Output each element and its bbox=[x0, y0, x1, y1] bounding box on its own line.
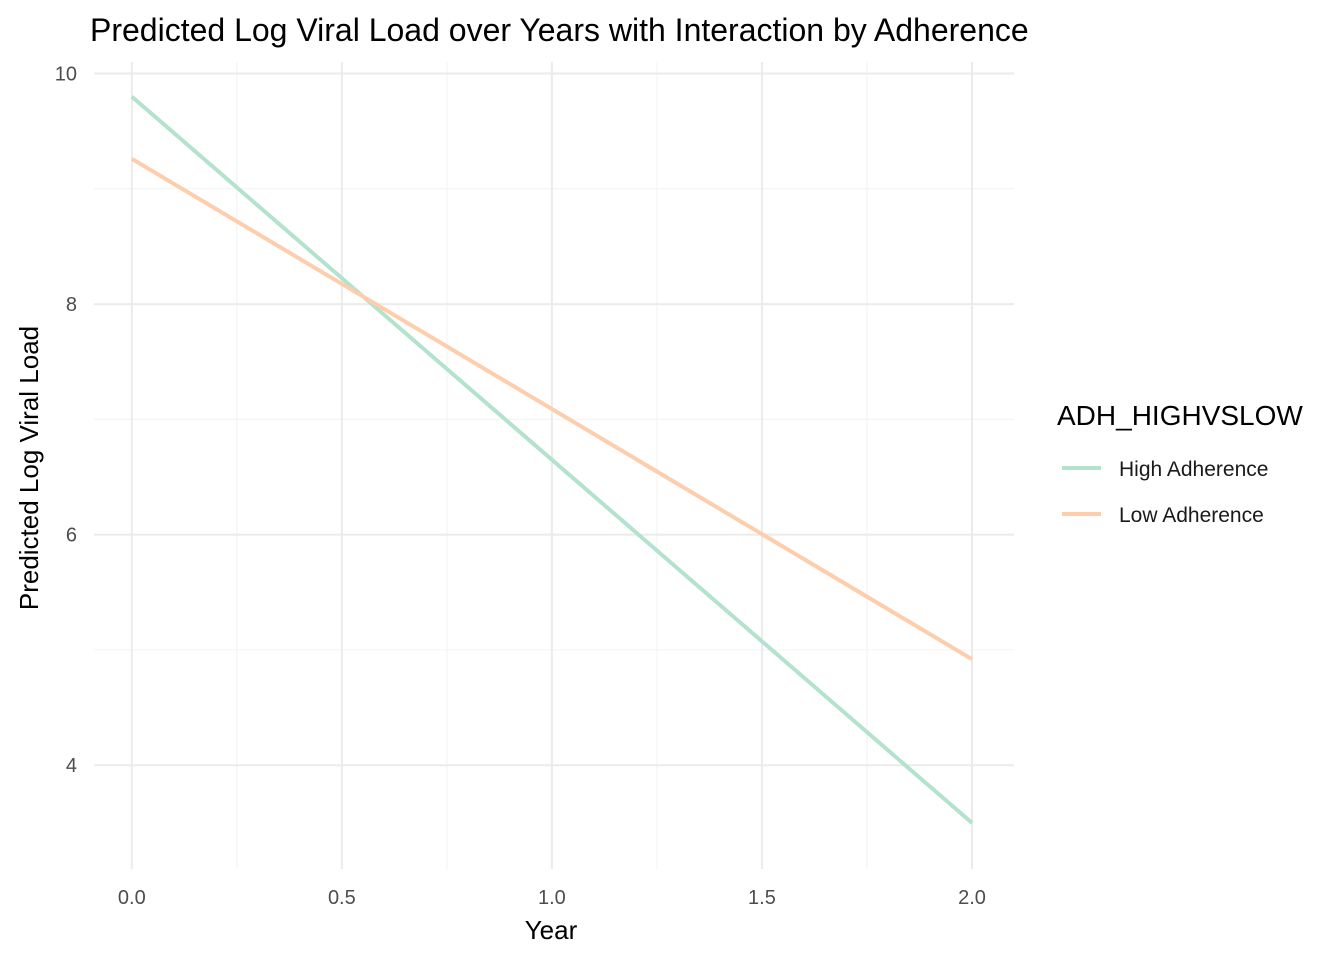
x-tick-label: 0.0 bbox=[118, 887, 146, 909]
legend-label: Low Adherence bbox=[1119, 504, 1264, 527]
major-gridlines bbox=[94, 62, 1014, 869]
x-axis-title: Year bbox=[525, 915, 578, 945]
legend: High Adherence Low Adherence bbox=[1062, 458, 1268, 527]
legend-title: ADH_HIGHVSLOW bbox=[1057, 400, 1303, 431]
y-axis-title: Predicted Log Viral Load bbox=[14, 326, 44, 610]
chart-title: Predicted Log Viral Load over Years with… bbox=[90, 12, 1029, 48]
x-tick-label: 1.5 bbox=[748, 887, 776, 909]
series-lines bbox=[130, 95, 974, 825]
y-tick-label: 8 bbox=[66, 294, 77, 316]
series-line-low-adherence bbox=[130, 157, 974, 661]
x-axis-ticks: 0.0 0.5 1.0 1.5 2.0 bbox=[118, 887, 986, 909]
y-axis-ticks: 4 6 8 10 bbox=[55, 64, 77, 778]
y-tick-label: 4 bbox=[66, 755, 77, 777]
series-line-high-adherence bbox=[130, 95, 974, 825]
x-tick-label: 0.5 bbox=[328, 887, 356, 909]
y-tick-label: 6 bbox=[66, 525, 77, 547]
x-tick-label: 1.0 bbox=[538, 887, 566, 909]
legend-label: High Adherence bbox=[1119, 458, 1268, 481]
y-tick-label: 10 bbox=[55, 64, 77, 86]
x-tick-label: 2.0 bbox=[958, 887, 986, 909]
minor-gridlines bbox=[94, 62, 1014, 869]
